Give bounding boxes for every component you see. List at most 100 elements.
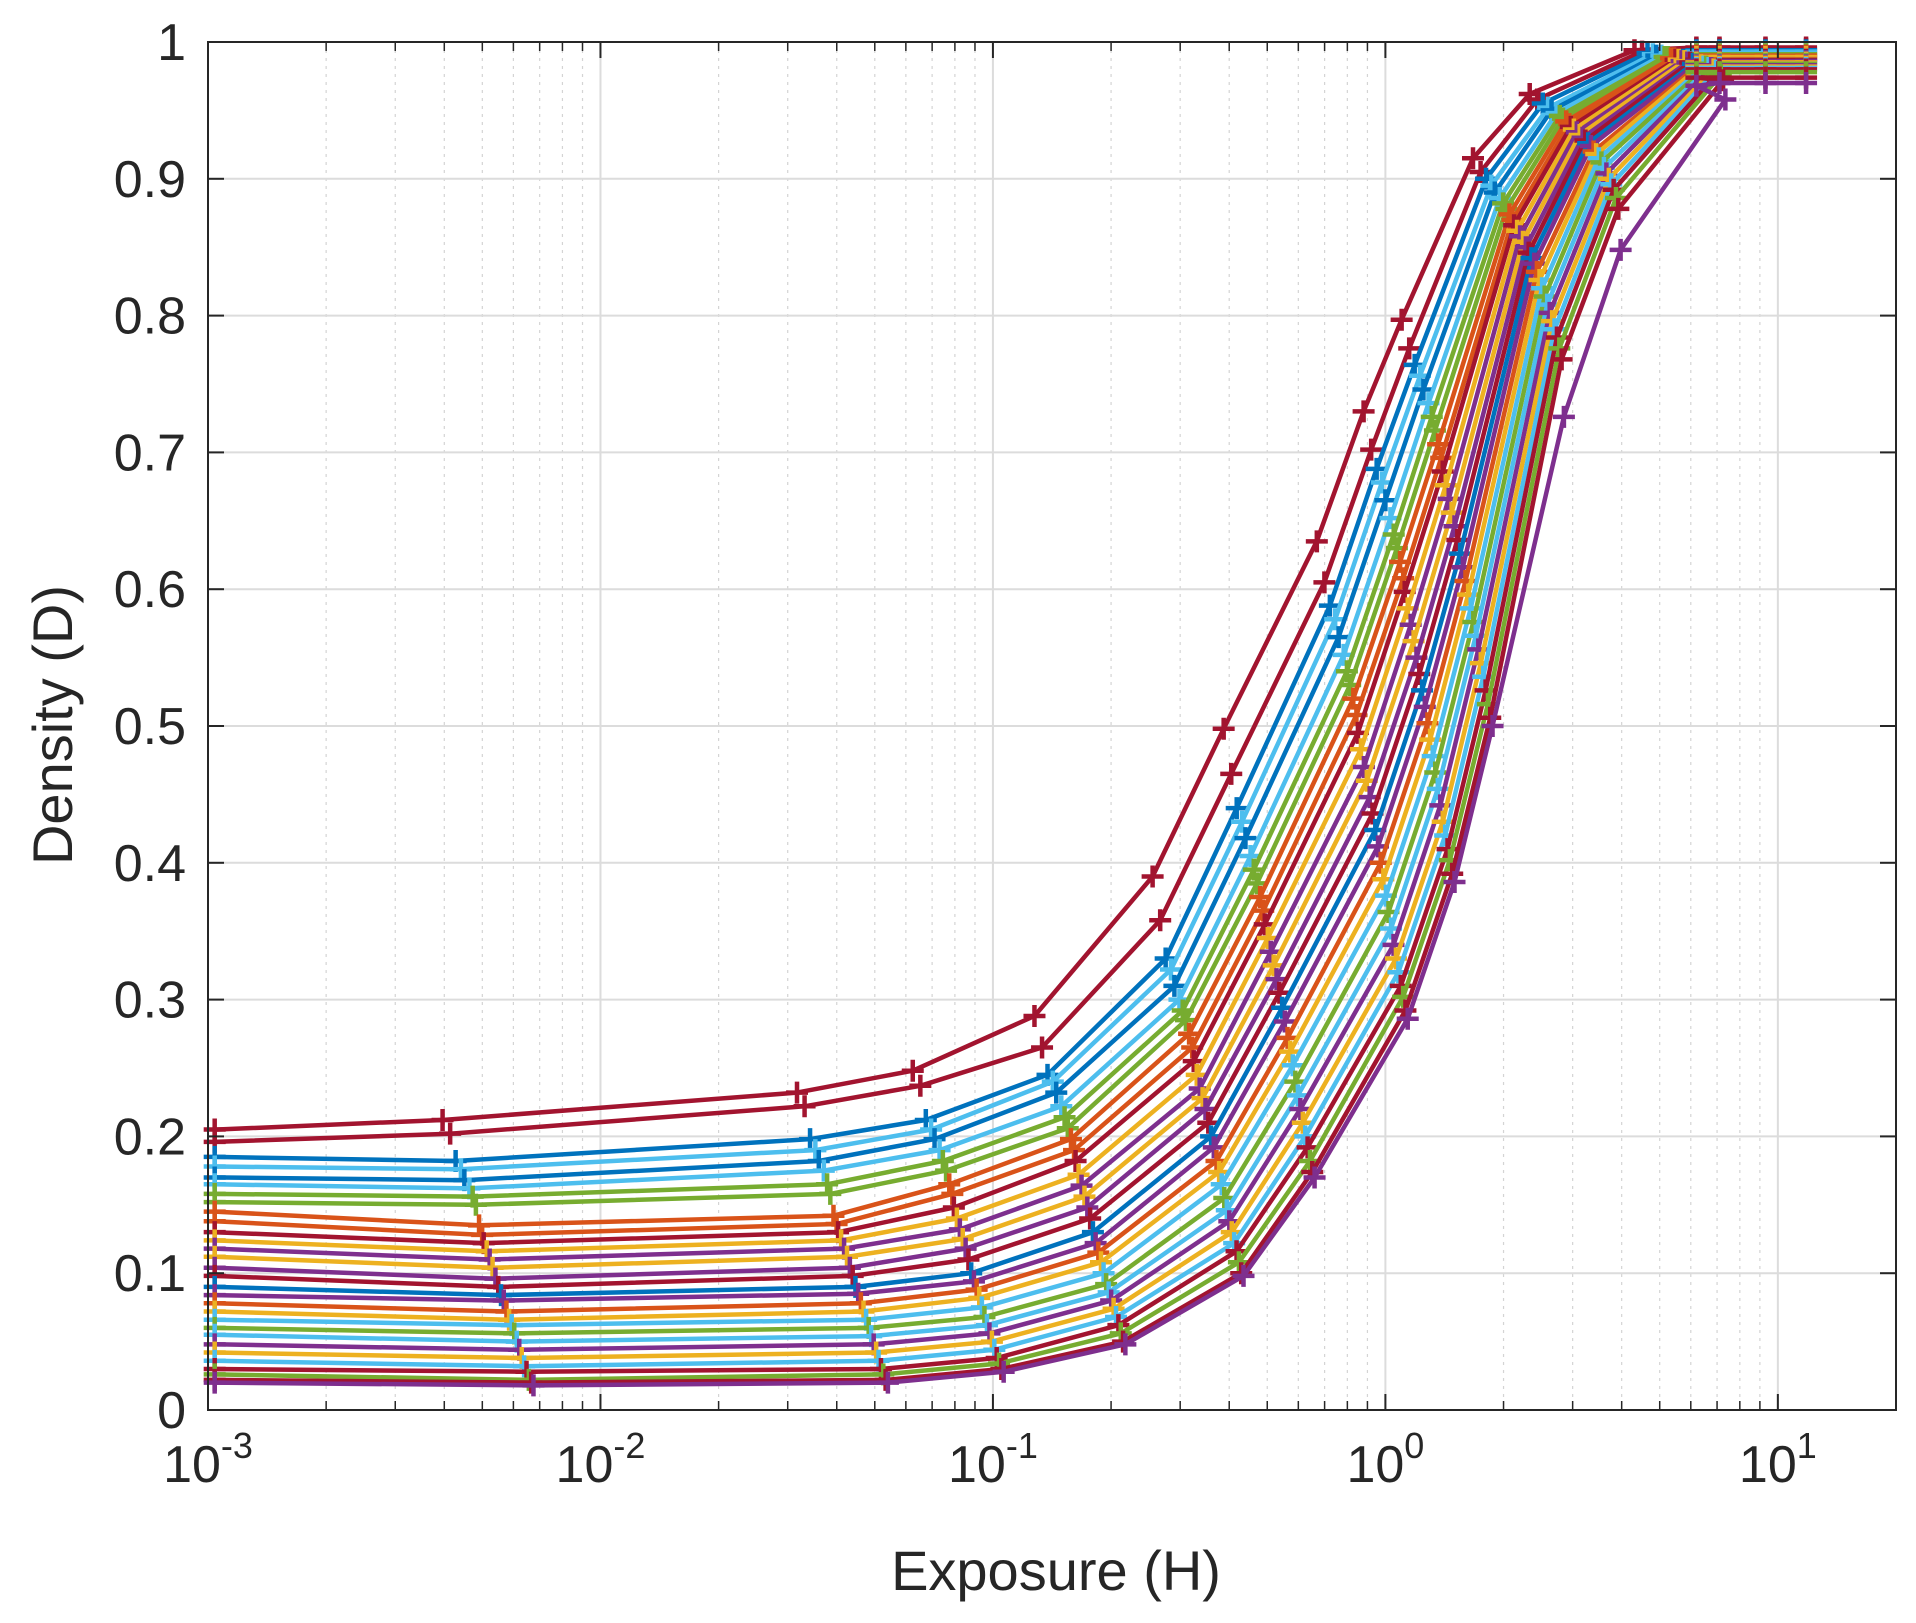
x-tick-label: 10-1 bbox=[948, 1425, 1038, 1494]
x-tick-label-base: 10 bbox=[163, 1436, 221, 1494]
data-point-marker bbox=[1291, 1111, 1314, 1134]
y-tick-label: 0 bbox=[157, 1382, 186, 1440]
data-point-marker bbox=[464, 1193, 487, 1216]
y-tick-label: 0.7 bbox=[114, 424, 186, 482]
data-point-marker bbox=[1296, 1136, 1319, 1159]
data-point-marker bbox=[793, 1095, 816, 1118]
data-point-marker bbox=[1059, 1128, 1082, 1151]
data-point-marker bbox=[1197, 1111, 1220, 1134]
data-point-marker bbox=[942, 1196, 965, 1219]
data-point-marker bbox=[1067, 1163, 1090, 1186]
data-point-marker bbox=[1390, 308, 1413, 331]
y-tick-label: 0.1 bbox=[114, 1245, 186, 1303]
data-point-marker bbox=[1685, 74, 1708, 97]
data-point-marker bbox=[1412, 378, 1435, 401]
data-point-marker bbox=[1234, 827, 1257, 850]
data-point-marker bbox=[1289, 1098, 1312, 1121]
data-point-marker bbox=[909, 1074, 932, 1097]
data-point-marker bbox=[1114, 1333, 1137, 1356]
data-point-marker bbox=[1231, 810, 1254, 833]
data-point-marker bbox=[1081, 1221, 1104, 1244]
data-point-marker bbox=[1053, 1106, 1076, 1129]
data-point-marker bbox=[1210, 1173, 1233, 1196]
axis-ticks bbox=[207, 41, 1897, 1411]
series-layer bbox=[203, 36, 1818, 1397]
y-tick-label: 0.5 bbox=[114, 698, 186, 756]
data-point-marker bbox=[1305, 530, 1328, 553]
data-point-marker bbox=[1212, 717, 1235, 740]
data-point-marker bbox=[522, 1374, 545, 1397]
x-tick-label: 10-2 bbox=[556, 1425, 646, 1494]
data-point-marker bbox=[1273, 1010, 1296, 1033]
data-point-marker bbox=[481, 1256, 504, 1279]
y-tick-label: 0.8 bbox=[114, 288, 186, 346]
data-point-marker bbox=[1327, 626, 1350, 649]
data-point-marker bbox=[1056, 1117, 1079, 1140]
data-point-marker bbox=[1149, 909, 1172, 932]
data-point-marker bbox=[1607, 197, 1630, 220]
data-point-marker bbox=[1050, 1095, 1073, 1118]
y-tick-label: 0.3 bbox=[114, 972, 186, 1030]
data-point-marker bbox=[1281, 1054, 1304, 1077]
x-tick-label: 100 bbox=[1346, 1425, 1424, 1494]
x-tick-label-base: 10 bbox=[1346, 1436, 1404, 1494]
data-point-marker bbox=[1279, 1040, 1302, 1063]
x-axis-label: Exposure (H) bbox=[891, 1539, 1221, 1602]
data-point-marker bbox=[945, 1207, 968, 1230]
x-tick-label-exponent: 0 bbox=[1404, 1425, 1424, 1466]
data-point-marker bbox=[1045, 1081, 1068, 1104]
data-point-marker bbox=[1202, 1136, 1225, 1159]
y-tick-label: 0.9 bbox=[114, 151, 186, 209]
x-tick-label-exponent: 1 bbox=[1797, 1425, 1817, 1466]
data-point-marker bbox=[1550, 348, 1573, 371]
data-point-marker bbox=[1023, 1005, 1046, 1028]
x-tick-label-exponent: -2 bbox=[613, 1425, 645, 1466]
data-point-marker bbox=[1708, 72, 1731, 95]
data-point-marker bbox=[928, 1139, 951, 1162]
data-point-marker bbox=[1313, 571, 1336, 594]
data-point-marker bbox=[1076, 1196, 1099, 1219]
x-tick-label-base: 10 bbox=[556, 1436, 614, 1494]
data-point-marker bbox=[1396, 1007, 1419, 1030]
data-point-marker bbox=[1398, 337, 1421, 360]
data-point-marker bbox=[1365, 457, 1388, 480]
data-point-marker bbox=[1352, 400, 1375, 423]
data-point-marker bbox=[1360, 438, 1383, 461]
data-point-marker bbox=[1079, 1207, 1102, 1230]
data-point-marker bbox=[1268, 981, 1291, 1004]
data-point-marker bbox=[992, 1360, 1015, 1383]
data-point-marker bbox=[449, 1158, 472, 1181]
data-point-marker bbox=[957, 1248, 980, 1271]
data-point-marker bbox=[439, 1122, 462, 1145]
data-point-marker bbox=[1163, 974, 1186, 997]
y-tick-label: 0.6 bbox=[114, 561, 186, 619]
data-point-marker bbox=[1232, 1264, 1255, 1287]
data-point-marker bbox=[1182, 1050, 1205, 1073]
x-tick-label-base: 10 bbox=[1739, 1436, 1797, 1494]
x-tick-label-exponent: -3 bbox=[221, 1425, 253, 1466]
data-point-marker bbox=[1276, 1026, 1299, 1049]
data-point-marker bbox=[1073, 1185, 1096, 1208]
data-point-marker bbox=[804, 1139, 827, 1162]
data-point-marker bbox=[954, 1237, 977, 1260]
data-point-marker bbox=[1605, 186, 1627, 209]
x-tick-label: 10-3 bbox=[163, 1425, 253, 1494]
data-point-marker bbox=[1271, 996, 1294, 1019]
data-point-marker bbox=[1795, 72, 1818, 95]
x-tick-labels: 10-3 10-2 10-1 100 101 bbox=[163, 1425, 1817, 1494]
data-point-marker bbox=[1213, 1186, 1236, 1209]
data-point-marker bbox=[1552, 405, 1575, 428]
data-point-marker bbox=[431, 1108, 454, 1131]
y-axis-label: Density (D) bbox=[21, 585, 84, 865]
data-point-marker bbox=[1462, 147, 1484, 170]
data-point-marker bbox=[1092, 1262, 1115, 1285]
data-point-marker bbox=[520, 1371, 543, 1394]
data-point-marker bbox=[1185, 1063, 1208, 1086]
data-point-marker bbox=[1265, 968, 1288, 991]
data-point-marker bbox=[812, 1159, 835, 1182]
data-point-marker bbox=[786, 1081, 809, 1104]
data-point-marker bbox=[819, 1182, 842, 1205]
series-s30 bbox=[203, 72, 1818, 1397]
data-point-marker bbox=[935, 1159, 958, 1182]
